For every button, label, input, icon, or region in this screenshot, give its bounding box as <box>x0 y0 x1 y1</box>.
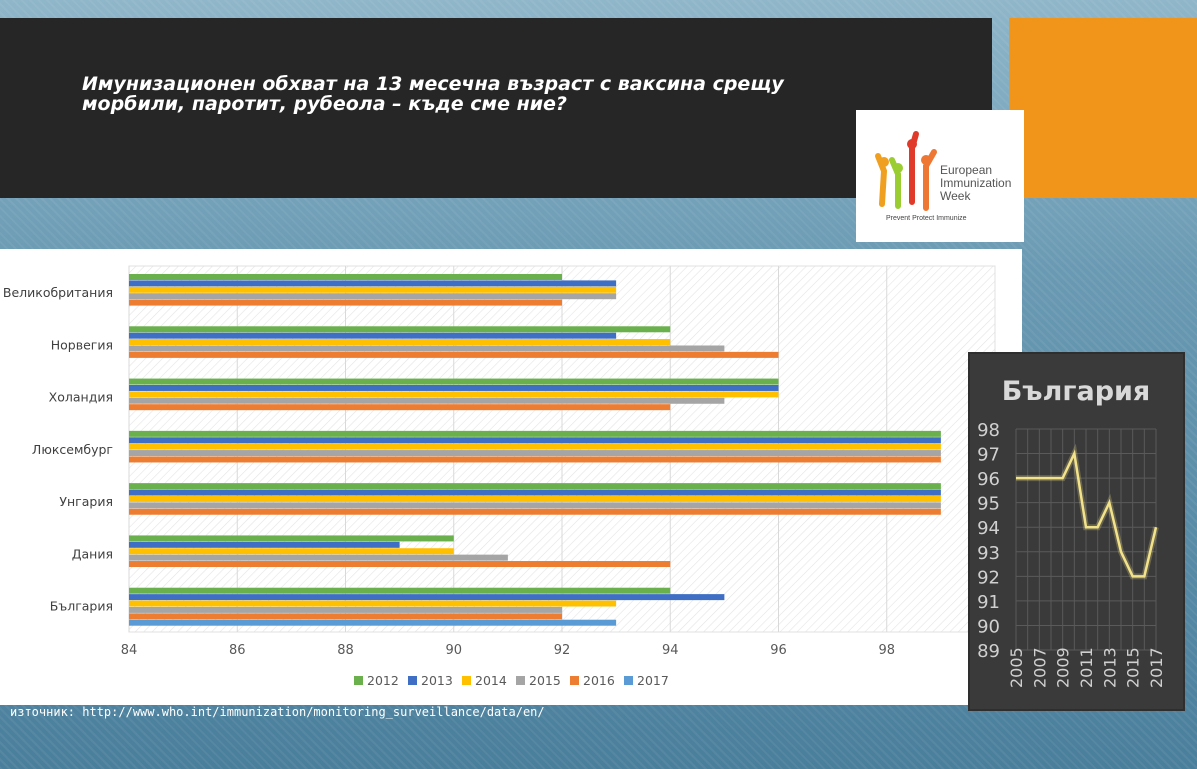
bar-2017 <box>129 619 617 626</box>
x-tick-label: 90 <box>445 643 462 658</box>
legend-swatch-2016 <box>570 676 579 685</box>
inset-y-tick-label: 95 <box>977 494 1000 515</box>
x-tick-label: 92 <box>554 643 571 658</box>
bar-2012 <box>129 326 671 333</box>
inset-y-tick-label: 98 <box>977 420 1000 441</box>
inset-x-tick-label: 2015 <box>1124 647 1143 688</box>
inset-y-tick-label: 93 <box>977 543 1000 564</box>
title-bar <box>0 18 992 198</box>
bar-2012 <box>129 483 941 490</box>
bar-2014 <box>129 391 779 398</box>
legend-swatch-2014 <box>462 676 471 685</box>
category-label: Норвегия <box>51 337 113 352</box>
inset-y-tick-label: 90 <box>977 616 1000 637</box>
bar-2014 <box>129 495 941 502</box>
inset-x-tick-label: 2005 <box>1007 647 1026 688</box>
inset-y-tick-label: 92 <box>977 567 1000 588</box>
logo-text-line2: Immunization <box>940 176 1012 190</box>
category-label: България <box>50 599 113 614</box>
category-label: Великобритания <box>3 285 113 300</box>
bar-2015 <box>129 554 508 561</box>
bar-2014 <box>129 548 454 555</box>
coverage-bar-chart: 84 86 88 90 92 94 96 98 Великобритания Норвегия Хо… <box>3 265 996 688</box>
bar-2014 <box>129 443 941 450</box>
category-label: Унгария <box>59 494 113 509</box>
x-tick-label: 96 <box>770 643 787 658</box>
inset-y-tick-label: 96 <box>977 469 1000 490</box>
bar-2015 <box>129 397 725 404</box>
legend-swatch-2015 <box>516 676 525 685</box>
legend-label-2013: 2013 <box>421 673 453 688</box>
bar-2012 <box>129 378 779 385</box>
bar-2013 <box>129 437 941 444</box>
bar-2014 <box>129 600 617 607</box>
bar-2013 <box>129 280 617 287</box>
bar-2013 <box>129 594 725 601</box>
bar-2016 <box>129 299 562 306</box>
legend-label-2016: 2016 <box>583 673 615 688</box>
inset-x-tick-label: 2009 <box>1054 647 1073 688</box>
logo-text-line1: European <box>940 163 993 177</box>
source-text: източник: http://www.who.int/immunizatio… <box>10 705 545 719</box>
inset-x-tick-label: 2017 <box>1147 647 1166 688</box>
bar-2013 <box>129 332 617 339</box>
bar-2016 <box>129 404 671 411</box>
inset-y-tick-label: 89 <box>977 641 1000 662</box>
inset-title: България <box>1002 376 1151 407</box>
legend-swatch-2012 <box>354 676 363 685</box>
x-tick-label: 88 <box>337 643 354 658</box>
category-label: Холандия <box>49 390 113 405</box>
logo-text-line3: Week <box>940 189 971 203</box>
legend-swatch-2013 <box>408 676 417 685</box>
european-immunization-week-logo: European Immunization Week Prevent Prote… <box>856 110 1024 242</box>
logo-tagline: Prevent Protect Immunize <box>886 215 967 222</box>
bar-2016 <box>129 351 779 358</box>
bar-2015 <box>129 502 941 509</box>
bar-2013 <box>129 489 941 496</box>
inset-line-series <box>1016 449 1158 578</box>
bar-2016 <box>129 508 941 515</box>
category-label: Люксембург <box>32 442 113 457</box>
legend-label-2012: 2012 <box>367 673 399 688</box>
legend-swatch-2017 <box>624 676 633 685</box>
bar-2012 <box>129 274 562 280</box>
bar-2016 <box>129 613 562 620</box>
orange-accent-box <box>1009 18 1197 198</box>
slide-title: Имунизационен обхват на 13 месечна възра… <box>82 73 784 115</box>
legend-label-2014: 2014 <box>475 673 507 688</box>
bar-2015 <box>129 606 562 613</box>
bar-2015 <box>129 293 617 300</box>
x-tick-label: 86 <box>229 643 246 658</box>
x-tick-label: 84 <box>121 643 138 658</box>
inset-x-tick-label: 2013 <box>1100 647 1119 688</box>
inset-x-tick-label: 2011 <box>1077 647 1096 688</box>
bar-2016 <box>129 561 671 568</box>
inset-y-tick-label: 91 <box>977 592 1000 613</box>
bar-chart-panel: 84 86 88 90 92 94 96 98 Великобритания Норвегия Хо… <box>0 249 1022 705</box>
inset-x-tick-label: 2007 <box>1030 647 1049 688</box>
category-label: Дания <box>72 546 113 561</box>
bar-2012 <box>129 535 454 542</box>
x-tick-label: 94 <box>662 643 679 658</box>
bar-2014 <box>129 339 671 346</box>
bulgaria-inset-chart: България 98 97 96 95 94 93 92 91 90 89 2005 2007 2009… <box>968 352 1185 711</box>
jumping-people-icon <box>875 131 937 211</box>
bar-2013 <box>129 541 400 548</box>
bar-2015 <box>129 345 725 352</box>
inset-y-tick-label: 94 <box>977 518 1000 539</box>
bar-2013 <box>129 384 779 391</box>
bar-2014 <box>129 286 617 293</box>
bar-2016 <box>129 456 941 463</box>
legend-label-2015: 2015 <box>529 673 561 688</box>
bar-2012 <box>129 587 671 594</box>
legend-label-2017: 2017 <box>637 673 669 688</box>
bar-2012 <box>129 430 941 437</box>
x-tick-label: 98 <box>878 643 895 658</box>
bar-2015 <box>129 450 941 457</box>
inset-y-tick-label: 97 <box>977 445 1000 466</box>
